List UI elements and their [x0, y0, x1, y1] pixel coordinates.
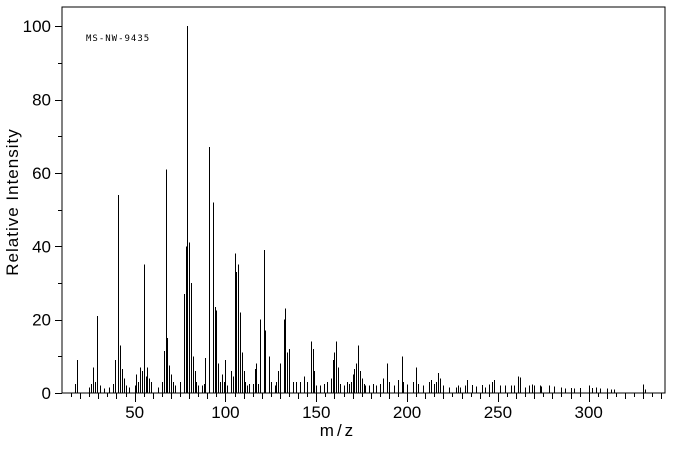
y-tick-label: 60	[32, 164, 51, 183]
y-tick-label: 100	[23, 17, 51, 36]
x-tick-label: 200	[393, 403, 421, 422]
y-tick-label: 80	[32, 91, 51, 110]
y-axis-title: Relative Intensity	[3, 128, 22, 276]
plot-frame	[61, 6, 666, 394]
x-axis-title: m/z	[319, 421, 357, 440]
y-tick-label: 40	[32, 237, 51, 256]
spectrum-id-label: MS-NW-9435	[86, 34, 151, 44]
y-tick-label: 0	[42, 384, 51, 403]
x-tick-label: 250	[484, 403, 512, 422]
y-tick-label: 20	[32, 311, 51, 330]
x-tick-label: 50	[125, 403, 144, 422]
x-tick-label: 100	[211, 403, 239, 422]
x-tick-label: 150	[302, 403, 330, 422]
x-tick-label: 300	[575, 403, 603, 422]
